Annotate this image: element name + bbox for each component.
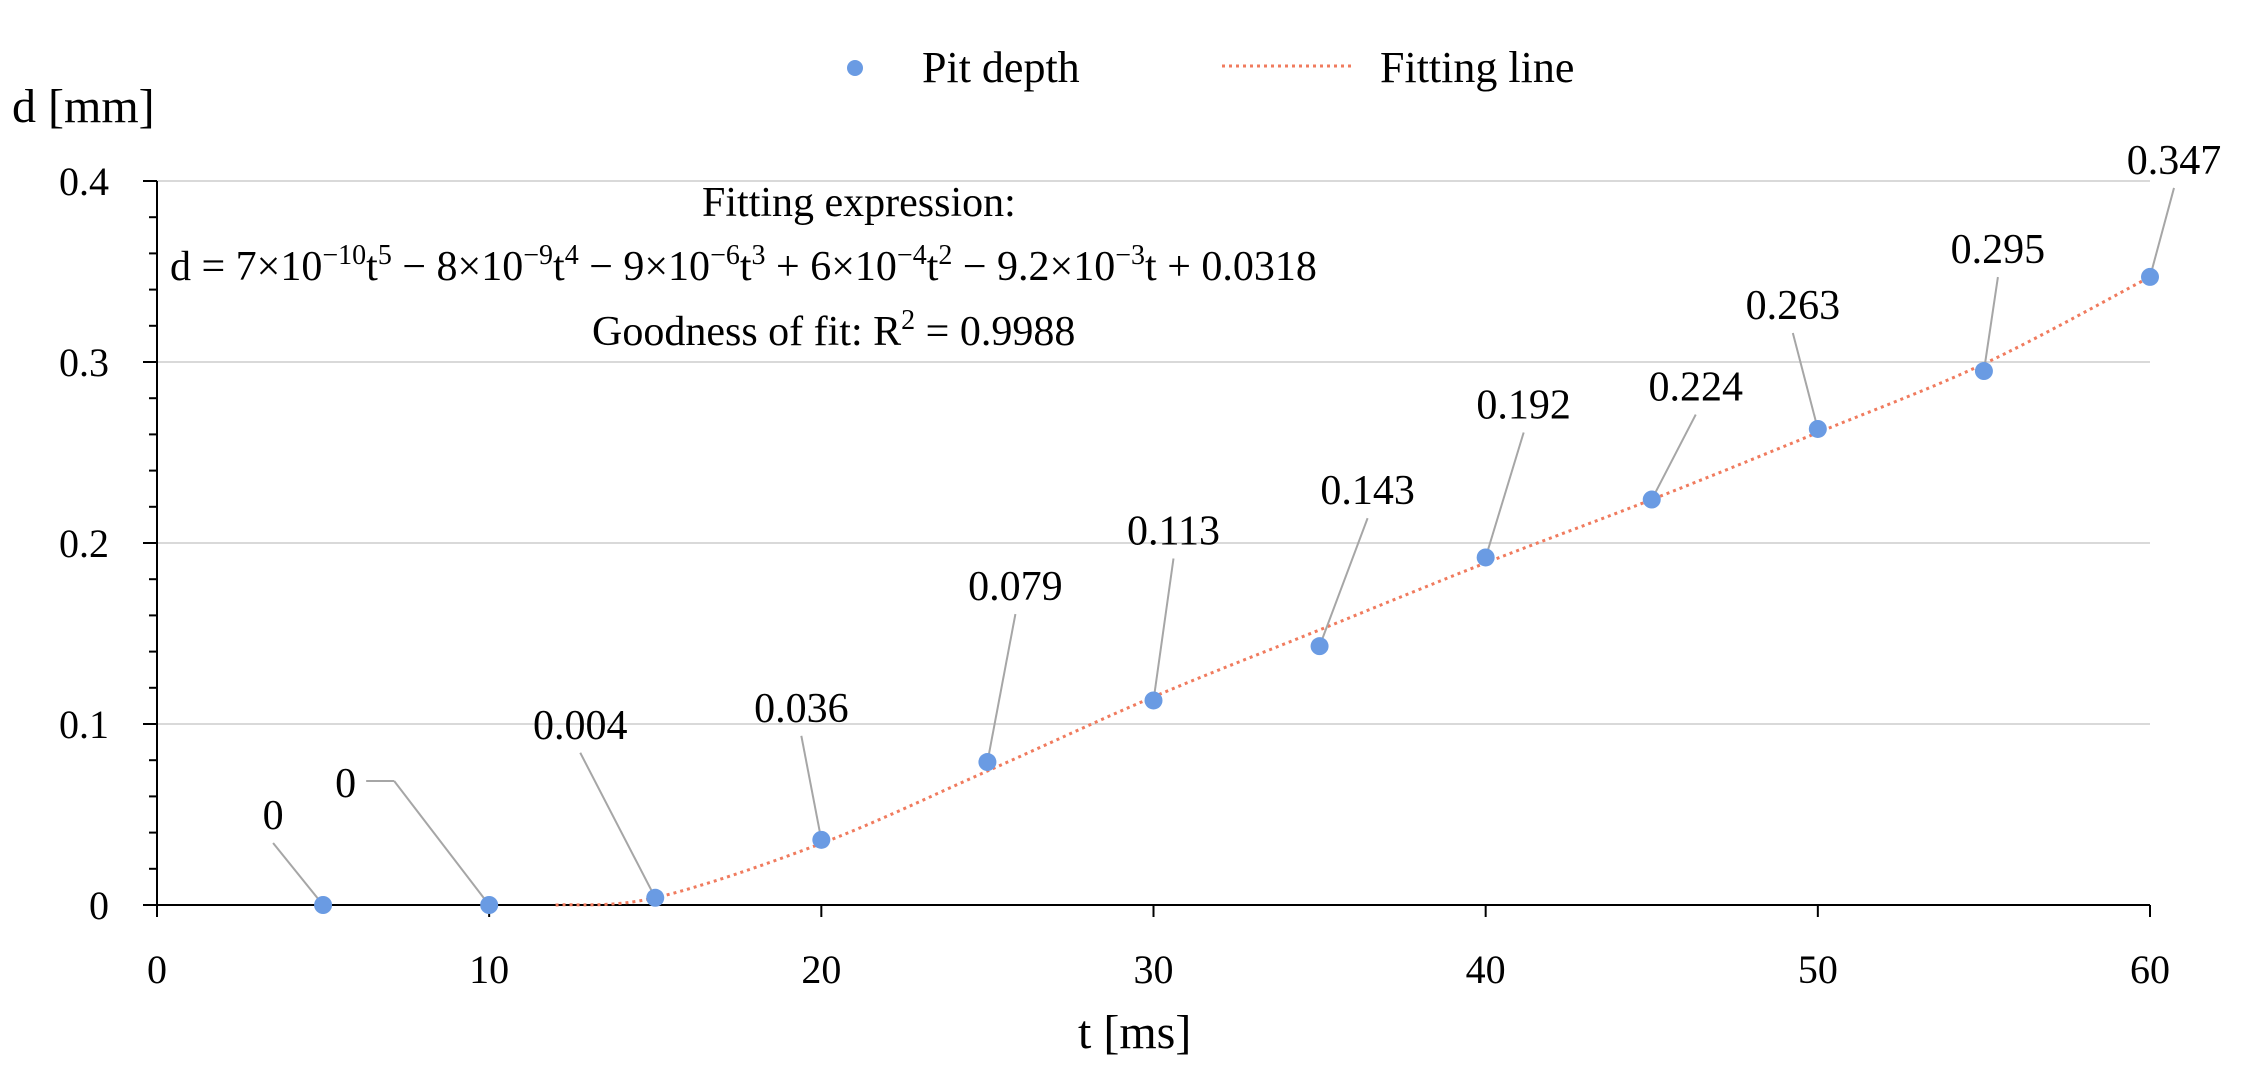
y-tick-label: 0.4 bbox=[59, 159, 109, 204]
x-tick-label: 60 bbox=[2130, 947, 2170, 992]
annotation-title: Fitting expression: bbox=[702, 180, 1016, 226]
data-point bbox=[978, 753, 997, 772]
data-point bbox=[1808, 419, 1827, 438]
y-tick-label: 0.2 bbox=[59, 521, 109, 566]
data-label: 0.192 bbox=[1476, 382, 1571, 428]
y-tick-label: 0.1 bbox=[59, 702, 109, 747]
data-label: 0.347 bbox=[2127, 138, 2222, 184]
fit-line-layer bbox=[555, 275, 2151, 907]
x-tick-label: 50 bbox=[1798, 947, 1838, 992]
label-leader-line bbox=[800, 735, 823, 841]
label-leader-line bbox=[1791, 332, 1819, 430]
axes: 0 0.1 0.2 0.3 0.4 0 10 20 30 40 50 60 bbox=[59, 159, 2170, 992]
label-leader-line bbox=[1650, 414, 1697, 501]
label-leader-line bbox=[1318, 517, 1369, 647]
data-points bbox=[314, 267, 2159, 914]
x-tick-label: 30 bbox=[1134, 947, 1174, 992]
data-label: 0.263 bbox=[1746, 283, 1841, 329]
data-point bbox=[2141, 267, 2159, 286]
data-point bbox=[480, 896, 499, 914]
label-leader-line bbox=[986, 613, 1017, 763]
annotation-goodness-of-fit: Goodness of fit: R2 = 0.9988 bbox=[592, 305, 1075, 355]
y-tick-label: 0 bbox=[89, 883, 109, 928]
legend: Pit depth Fitting line bbox=[847, 43, 1574, 92]
label-leader-line bbox=[1484, 432, 1525, 558]
data-label: 0 bbox=[335, 761, 356, 807]
data-label: 0.224 bbox=[1649, 365, 1744, 411]
annotation-equation: d = 7×10−10t5 − 8×10−9t4 − 9×10−6t3 + 6×… bbox=[170, 240, 1317, 290]
data-point bbox=[314, 896, 333, 914]
grid bbox=[157, 180, 2150, 725]
label-leader-line bbox=[272, 842, 324, 906]
data-point bbox=[1642, 490, 1661, 509]
fit-annotation: Fitting expression: d = 7×10−10t5 − 8×10… bbox=[170, 180, 1317, 355]
x-tick-label: 20 bbox=[801, 947, 841, 992]
data-label: 0.004 bbox=[533, 703, 628, 749]
legend-marker-pit-depth bbox=[847, 60, 863, 76]
data-point bbox=[1974, 362, 1993, 381]
data-point bbox=[1476, 548, 1495, 567]
x-tick-label: 0 bbox=[147, 947, 167, 992]
data-label: 0.295 bbox=[1951, 227, 2046, 273]
legend-label-fitting-line: Fitting line bbox=[1380, 43, 1574, 92]
label-leader-line bbox=[1152, 558, 1175, 701]
data-point bbox=[646, 888, 665, 907]
data-label: 0.036 bbox=[754, 686, 849, 732]
label-leader-line bbox=[579, 752, 657, 899]
label-leader-line bbox=[1982, 276, 1999, 372]
data-point bbox=[812, 830, 831, 849]
data-point bbox=[1310, 637, 1329, 656]
data-label: 0.079 bbox=[968, 564, 1063, 610]
data-label: 0 bbox=[263, 793, 284, 839]
x-axis-title: t [ms] bbox=[1078, 1006, 1191, 1059]
data-label: 0.143 bbox=[1320, 468, 1415, 514]
y-axis-title: d [mm] bbox=[12, 80, 155, 133]
x-tick-label: 10 bbox=[469, 947, 509, 992]
legend-label-pit-depth: Pit depth bbox=[922, 43, 1080, 92]
fitting-line bbox=[555, 275, 2151, 907]
x-tick-label: 40 bbox=[1466, 947, 1506, 992]
y-tick-label: 0.3 bbox=[59, 340, 109, 385]
label-leader-line bbox=[393, 780, 490, 906]
label-leader-line bbox=[2149, 187, 2175, 278]
data-label: 0.113 bbox=[1127, 508, 1220, 554]
data-point bbox=[1144, 691, 1163, 710]
